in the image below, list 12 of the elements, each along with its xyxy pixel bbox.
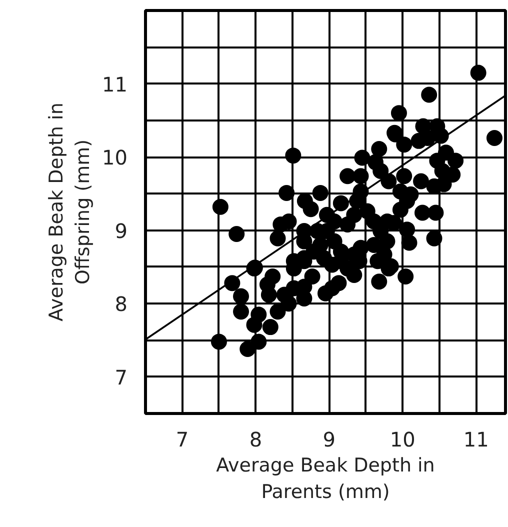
- x-tick-label: 10: [390, 428, 416, 452]
- y-tick-label: 10: [102, 146, 128, 170]
- x-axis-title: Average Beak Depth in Parents (mm): [216, 454, 435, 503]
- x-tick-label: 8: [249, 428, 262, 452]
- y-axis-title: Average Beak Depth in Offspring (mm): [46, 102, 94, 322]
- y-tick-label: 11: [102, 72, 128, 96]
- x-tick-label: 9: [322, 428, 336, 452]
- y-tick-label: 9: [114, 218, 128, 243]
- y-tick-label: 7: [114, 365, 128, 390]
- y-tick-label: 8: [114, 292, 128, 316]
- x-tick-label: 11: [463, 428, 489, 452]
- x-tick-label: 7: [176, 428, 189, 452]
